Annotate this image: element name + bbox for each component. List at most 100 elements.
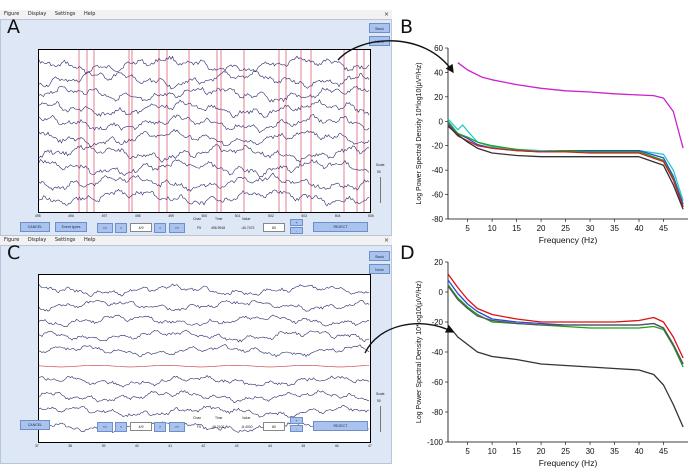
time-header-bottom: Time: [215, 416, 223, 420]
x-tick-label: 38: [68, 444, 73, 448]
menu-help[interactable]: Help: [84, 11, 96, 17]
chan-header-top: Chan: [193, 217, 202, 221]
chan-header-bottom: Chan: [193, 416, 202, 420]
y-tick-label: -20: [431, 318, 443, 327]
x-tick-label: 40: [635, 224, 644, 233]
y-tick-label: -80: [431, 215, 443, 224]
value-value-top: -40.7472: [241, 226, 255, 230]
x-tick-label: 10: [488, 224, 497, 233]
x-tick-label: 47: [368, 444, 372, 448]
scale-minus-top[interactable]: -: [290, 227, 303, 234]
x-tick-label: 495: [35, 214, 41, 218]
nav-first-bottom[interactable]: <<: [97, 422, 113, 432]
x-tick-label: 40: [134, 444, 139, 448]
x-tick-label: 25: [561, 447, 570, 456]
psd-series-line: [447, 324, 684, 428]
x-tick-label: 39: [101, 444, 106, 448]
scale-minus-bottom[interactable]: -: [290, 425, 303, 432]
chan-value-top: F5: [197, 226, 201, 230]
y-axis-label: Log Power Spectral Density 10*log10(μV²/…: [416, 62, 423, 204]
x-tick-label: 40: [635, 447, 644, 456]
psd-chart-d: 20 0 -20 -40 -60 -80 -100 5 10 15 20 25 30 35 40 45 Freq…: [416, 258, 688, 468]
stack-button-top[interactable]: Stack: [369, 23, 390, 33]
menu-help-2[interactable]: Help: [84, 237, 96, 243]
x-tick-label: 43: [234, 444, 239, 448]
x-tick-label: 30: [586, 447, 595, 456]
menu-display[interactable]: Display: [27, 11, 47, 17]
psd-series-line: [447, 118, 684, 201]
x-tick-label: 503: [301, 214, 308, 218]
menu-settings-2[interactable]: Settings: [54, 237, 76, 243]
x-tick-label: 501: [234, 214, 241, 218]
x-axis-label: Frequency (Hz): [539, 235, 598, 245]
psd-series-line: [447, 273, 684, 359]
y-tick-label: 0: [439, 288, 444, 297]
cancel-button-bottom[interactable]: CANCEL: [20, 420, 50, 430]
eeg-window-top: Stack Norm Scale 50 495 496 497 498 499 500 50…: [0, 19, 392, 236]
norm-button-bottom[interactable]: Norm: [369, 264, 390, 274]
scale-plus-top[interactable]: +: [290, 219, 303, 226]
position-field-top[interactable]: 4/9: [130, 223, 152, 232]
x-tick-label: 45: [301, 444, 306, 448]
nav-next-top[interactable]: >: [154, 223, 166, 233]
menu-settings[interactable]: Settings: [54, 11, 76, 17]
y-tick-label: -60: [431, 191, 443, 200]
event-types-button[interactable]: Event types: [55, 222, 87, 232]
menu-figure[interactable]: Figure: [4, 11, 20, 17]
menu-figure-2[interactable]: Figure: [4, 237, 20, 243]
panel-label-d: D: [400, 242, 415, 264]
x-tick-label: 35: [610, 447, 619, 456]
psd-series-line: [447, 285, 684, 365]
psd-chart-b: 60 40 20 0 -20 -40 -60 -80 5 10 15 20 25 30 35 40 45 Freq…: [416, 44, 688, 245]
close-icon[interactable]: ×: [383, 11, 389, 18]
nav-next-bottom[interactable]: >: [154, 422, 166, 432]
panel-label-a: A: [7, 16, 20, 38]
value-value-bottom: -8.4000: [241, 425, 253, 429]
x-tick-label: 45: [659, 224, 668, 233]
x-tick-label: 42: [201, 444, 206, 448]
cancel-button-top[interactable]: CANCEL: [20, 222, 50, 232]
position-field-bottom[interactable]: 4/9: [130, 422, 152, 431]
x-tick-label: 10: [488, 447, 497, 456]
x-tick-label: 41: [168, 444, 172, 448]
nav-last-top[interactable]: >>: [169, 223, 185, 233]
eeg-traces-top: [35, 50, 370, 212]
close-icon-2[interactable]: ×: [383, 237, 389, 244]
y-tick-label: -40: [431, 348, 443, 357]
scale-field-bottom[interactable]: 80: [263, 422, 285, 431]
scale-value-top: 50: [377, 170, 381, 174]
eeg-channel-trace: [38, 404, 370, 418]
time-header-top: Time: [215, 217, 223, 221]
x-tick-label: 5: [465, 224, 470, 233]
nav-prev-top[interactable]: <: [115, 223, 127, 233]
eeg-trace-plot-bottom[interactable]: [35, 274, 371, 443]
x-tick-label: 15: [512, 224, 521, 233]
eeg-channel-trace: [38, 389, 370, 404]
scale-field-top[interactable]: 80: [263, 223, 285, 232]
eeg-window-bottom: Stack Norm Scale 50 37 38 39 40 41 42 43 44 45 46…: [0, 245, 392, 464]
arrow-bottom: [364, 323, 455, 354]
stack-button-bottom[interactable]: Stack: [369, 251, 390, 261]
nav-first-top[interactable]: <<: [97, 223, 113, 233]
y-axis-label: Log Power Spectral Density 10*log10(μV²/…: [416, 281, 423, 423]
panel-label-c: C: [7, 242, 21, 264]
eeg-channel-trace: [38, 375, 370, 388]
y-tick-label: -100: [427, 438, 444, 447]
menu-display-2[interactable]: Display: [27, 237, 47, 243]
nav-prev-bottom[interactable]: <: [115, 422, 127, 432]
eeg-channel-trace: [38, 283, 370, 297]
psd-series-line: [447, 124, 684, 208]
x-tick-label: 502: [268, 214, 274, 218]
eeg-trace-plot-top[interactable]: [35, 49, 371, 213]
reject-button-top[interactable]: REJECT: [313, 222, 368, 232]
nav-last-bottom[interactable]: >>: [169, 422, 185, 432]
scale-label-top: Scale: [376, 163, 385, 167]
x-tick-label: 44: [268, 444, 272, 448]
scale-plus-bottom[interactable]: +: [290, 417, 303, 424]
x-tick-label: 500: [201, 214, 208, 218]
x-tick-label: 35: [610, 224, 619, 233]
x-tick-label: 496: [68, 214, 74, 218]
psd-series-line: [457, 62, 684, 149]
reject-button-bottom[interactable]: REJECT: [313, 421, 368, 431]
scale-label-bottom: Scale: [376, 392, 385, 396]
